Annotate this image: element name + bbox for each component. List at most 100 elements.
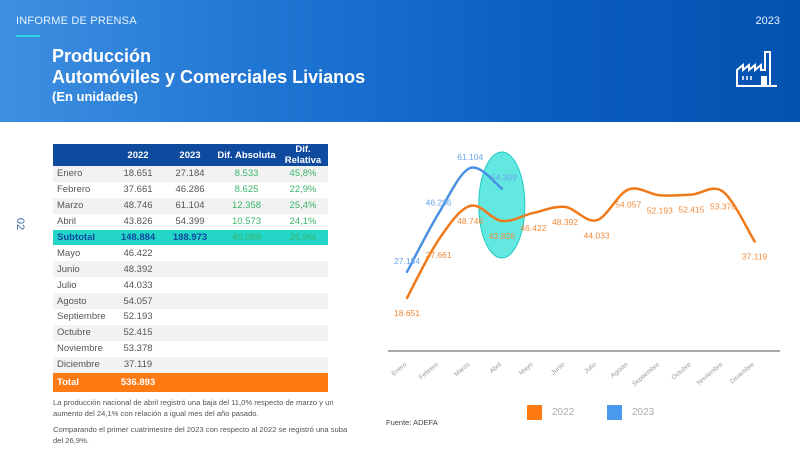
month-cell: Junio — [53, 261, 111, 278]
note-april: La producción nacional de abril registró… — [53, 398, 334, 418]
diff-relative-cell — [278, 293, 328, 310]
diff-absolute-cell — [215, 372, 278, 392]
data-label: 61.104 — [457, 152, 483, 162]
table-row: Mayo 46.422 — [53, 245, 328, 261]
x-tick-label: Septiembre — [631, 361, 661, 388]
title-line-2: Automóviles y Comerciales Livianos — [52, 67, 366, 87]
value-2023-cell — [165, 324, 215, 341]
diff-absolute-cell — [215, 324, 278, 341]
diff-relative-cell — [278, 341, 328, 357]
production-table: 2022 2023 Dif. Absoluta Dif. Relativa En… — [53, 144, 328, 392]
value-2022-cell: 43.826 — [123, 216, 153, 228]
month-cell: Subtotal — [53, 229, 111, 246]
x-tick-label: Febrero — [418, 361, 440, 381]
table-row: Junio 48.392 — [53, 261, 328, 278]
data-label: 48.392 — [552, 217, 578, 227]
diff-relative-cell — [278, 261, 328, 278]
diff-relative-cell: 45,8% — [278, 166, 328, 182]
value-2023-cell: 27.184 — [165, 166, 215, 182]
month-cell: Septiembre — [57, 311, 106, 323]
diff-relative-cell — [278, 277, 328, 293]
legend-item-2022: 2022 — [527, 405, 574, 420]
diff-absolute-cell — [215, 277, 278, 293]
x-tick-label: Mayo — [518, 361, 535, 377]
month-cell: Total — [53, 372, 111, 392]
diff-absolute-cell — [215, 293, 278, 310]
x-tick-label: Diciembre — [729, 361, 756, 385]
diff-absolute-cell: 8.625 — [234, 184, 259, 196]
value-2023-cell — [165, 245, 215, 261]
legend-label: 2023 — [632, 407, 655, 418]
month-cell: Noviembre — [57, 343, 103, 355]
value-2022-cell: 52.415 — [111, 324, 165, 341]
data-label: 48.746 — [457, 216, 483, 226]
kicker-underline — [16, 35, 40, 37]
value-2022-cell: 48.746 — [111, 197, 165, 214]
data-label: 43.826 — [489, 231, 515, 241]
diff-relative-cell: 26,9% — [278, 229, 328, 246]
data-label: 46.422 — [520, 223, 546, 233]
header-cell: Dif. Absoluta — [215, 144, 278, 166]
data-label: 52.193 — [647, 205, 673, 215]
legend-item-2023: 2023 — [607, 405, 654, 420]
table-row: Total 536.893 — [53, 372, 328, 392]
header-cell: 2022 — [111, 144, 165, 166]
value-2023-cell: 54.399 — [175, 216, 205, 228]
table-row: Diciembre 37.119 — [53, 356, 328, 373]
x-tick-label: Octubre — [670, 361, 693, 381]
value-2022-cell: 46.422 — [123, 247, 153, 259]
table-row: Noviembre 53.378 — [53, 341, 328, 357]
header-cell — [53, 144, 111, 166]
diff-absolute-cell — [215, 245, 278, 261]
diff-relative-cell: 22,9% — [289, 184, 317, 196]
header-banner: INFORME DE PRENSA 2023 Producción Automó… — [0, 0, 800, 122]
table-row: Subtotal 148.884 188.973 40.089 26,9% — [53, 229, 328, 246]
diff-absolute-cell — [215, 261, 278, 278]
value-2023-cell: 61.104 — [165, 197, 215, 214]
value-2022-cell: 37.661 — [123, 184, 153, 196]
month-cell: Abril — [57, 216, 77, 228]
month-cell: Agosto — [53, 293, 111, 310]
page-title: Producción Automóviles y Comerciales Liv… — [52, 46, 365, 105]
x-tick-label: Marzo — [453, 361, 472, 378]
header-cell: Dif. Relativa — [278, 144, 328, 166]
value-2023-cell — [165, 309, 215, 325]
diff-relative-cell — [278, 309, 328, 325]
data-label: 54.399 — [491, 173, 517, 183]
production-line-chart: 18.651 37.661 48.746 43.826 46.422 48.392 44.0… — [388, 151, 780, 388]
data-label: 46.286 — [426, 197, 452, 207]
value-2022-cell: 54.057 — [111, 293, 165, 310]
factory-icon — [736, 51, 777, 87]
diff-absolute-cell: 8.533 — [215, 166, 278, 182]
data-label: 53.378 — [710, 202, 736, 212]
x-tick-label: Enero — [390, 361, 408, 378]
diff-relative-cell — [278, 372, 328, 392]
diff-relative-cell — [278, 324, 328, 341]
highlight-ellipse — [478, 151, 526, 259]
x-tick-label: Noviembre — [696, 361, 725, 387]
table-row: Febrero 37.661 46.286 8.625 22,9% — [53, 182, 328, 198]
title-line-1: Producción — [52, 46, 152, 66]
x-tick-label: Agosto — [609, 361, 629, 380]
table-row: Agosto 54.057 — [53, 293, 328, 310]
month-cell: Enero — [53, 166, 111, 182]
legend-swatch-orange — [527, 405, 542, 420]
value-2023-cell — [165, 372, 215, 392]
diff-absolute-cell — [215, 356, 278, 373]
data-label: 37.119 — [742, 251, 768, 261]
diff-relative-cell: 25,4% — [278, 197, 328, 214]
table-row: Enero 18.651 27.184 8.533 45,8% — [53, 166, 328, 182]
value-2022-cell: 52.193 — [123, 311, 153, 323]
value-2022-cell: 37.119 — [111, 356, 165, 373]
value-2022-cell: 536.893 — [111, 372, 165, 392]
header-cell: 2023 — [165, 144, 215, 166]
data-label: 44.033 — [584, 230, 610, 240]
month-cell: Julio — [57, 279, 77, 291]
value-2023-cell: 46.286 — [175, 184, 205, 196]
data-label: 52.415 — [678, 205, 704, 215]
table-row: Abril 43.826 54.399 10.573 24,1% — [53, 214, 328, 230]
value-2023-cell — [165, 277, 215, 293]
series-line-2023 — [405, 166, 504, 274]
value-2023-cell: 188.973 — [165, 229, 215, 246]
diff-relative-cell — [278, 245, 328, 261]
